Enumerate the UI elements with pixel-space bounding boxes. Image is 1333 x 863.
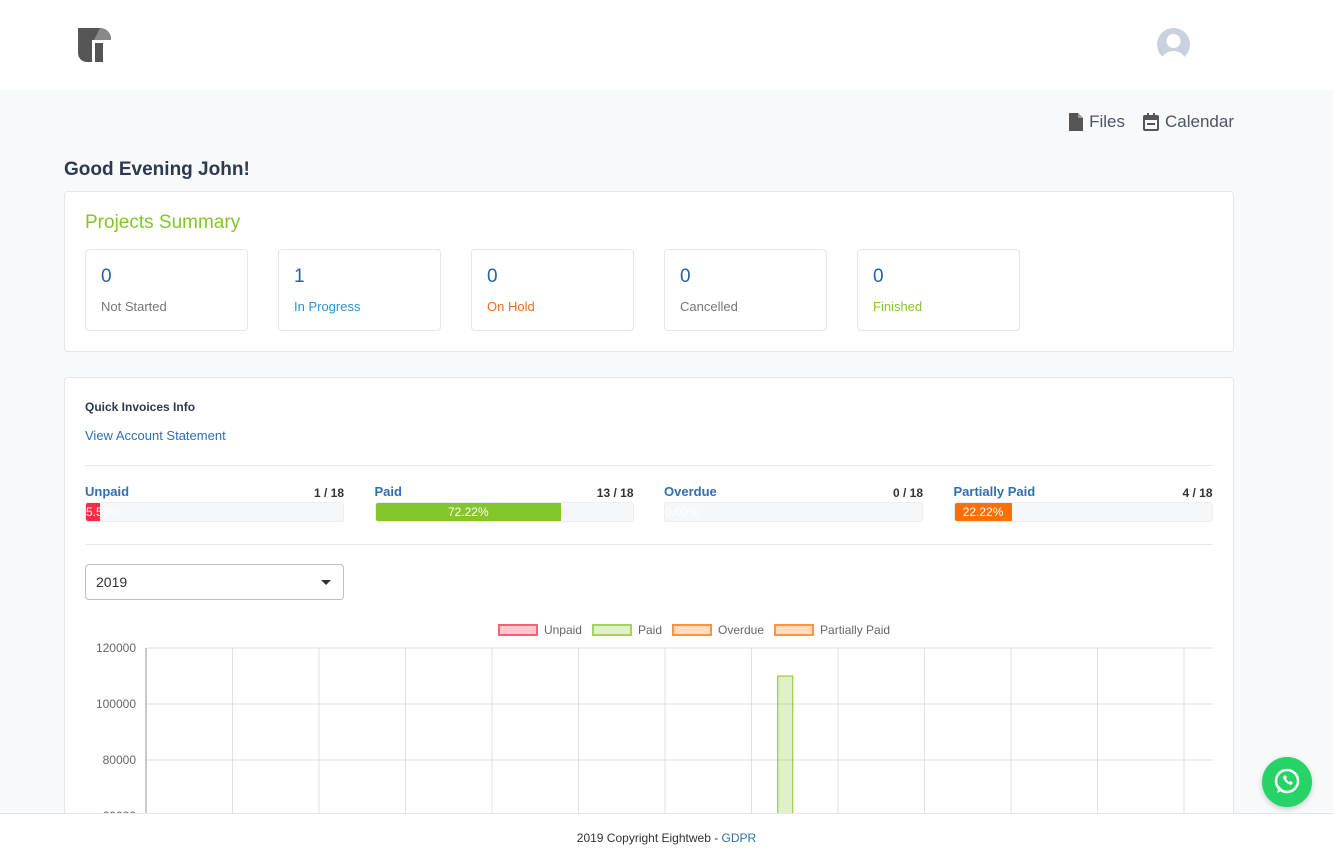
progress-count: 1 / 18 [313,486,344,500]
progress-track: 22.22% [953,502,1213,522]
progress-track: 0.00% [664,502,923,522]
legend-item[interactable]: Paid [591,623,662,637]
top-header [0,0,1333,90]
chart-legend: Unpaid Paid Overdue Partially Paid [65,623,1233,637]
progress-fill: 22.22% [954,503,1012,521]
projects-summary-title: Projects Summary [85,212,241,233]
invoice-progress-partially-paid: Partially Paid 4 / 18 22.22% [953,484,1213,522]
stat-label: In Progress [294,299,361,314]
legend-item[interactable]: Overdue [672,623,764,637]
quick-invoices-title: Quick Invoices Info [85,400,196,414]
stat-count: 0 [873,266,884,287]
progress-count: 0 / 18 [892,486,923,500]
bar-paid[interactable] [777,675,794,828]
progress-count: 13 / 18 [596,486,634,500]
year-select[interactable]: 2019 [85,564,344,600]
legend-item[interactable]: Partially Paid [774,623,890,637]
legend-label: Paid [637,623,662,637]
progress-label: Unpaid [85,484,130,499]
legend-swatch [774,624,815,636]
stat-count: 0 [487,266,498,287]
legend-swatch [672,624,712,636]
project-stat-cancelled[interactable]: 0 Cancelled [664,249,827,331]
calendar-label: Calendar [1165,112,1234,131]
progress-percent: 5.56% [86,505,121,519]
gdpr-link[interactable]: GDPR [721,831,757,845]
divider [85,544,1213,545]
copyright-text: 2019 Copyright Eightweb - [576,831,722,845]
calendar-link[interactable]: Calendar [1143,112,1234,132]
invoice-progress-unpaid: Unpaid 1 / 18 5.56% [85,484,344,522]
progress-track: 5.56% [85,502,344,522]
project-stat-not-started[interactable]: 0 Not Started [85,249,248,331]
stat-label: Finished [873,299,923,314]
progress-track: 72.22% [374,502,634,522]
greeting: Good Evening John! [64,159,250,180]
legend-item[interactable]: Unpaid [497,623,582,637]
progress-fill: 5.56% [86,503,120,521]
progress-percent: 72.22% [447,505,489,519]
legend-label: Overdue [718,623,765,637]
legend-swatch [591,624,632,636]
divider [85,465,1213,466]
year-value: 2019 [96,574,128,590]
legend-label: Unpaid [543,623,582,637]
progress-fill: 72.22% [375,503,562,521]
files-link[interactable]: Files [1069,112,1125,132]
progress-percent: 0.00% [665,505,700,519]
whatsapp-button[interactable] [1262,757,1312,807]
footer: 2019 Copyright Eightweb - GDPR [0,813,1333,863]
invoice-progress-paid: Paid 13 / 18 72.22% [374,484,634,522]
project-stat-in-progress[interactable]: 1 In Progress [278,249,441,331]
y-tick-label: 80000 [103,753,137,767]
progress-percent: 22.22% [962,505,1004,519]
invoice-chart: 1200001000008000060000 [96,641,1214,828]
user-avatar[interactable] [1157,28,1190,61]
invoice-progress-overdue: Overdue 0 / 18 0.00% [664,484,923,522]
projects-summary-card: Projects Summary 0 Not Started 1 In Progres… [64,191,1234,352]
stat-count: 1 [294,266,305,287]
y-tick-label: 120000 [96,641,136,655]
progress-label: Overdue [664,484,717,499]
files-label: Files [1089,112,1125,131]
stat-count: 0 [680,266,691,287]
stat-count: 0 [101,266,112,287]
project-stat-finished[interactable]: 0 Finished [857,249,1020,331]
calendar-icon [1143,113,1159,131]
y-tick-label: 100000 [96,697,136,711]
company-logo-icon[interactable] [78,28,111,62]
stat-label: Not Started [101,299,167,314]
whatsapp-icon [1274,768,1300,794]
legend-swatch [497,624,538,636]
stat-label: On Hold [487,299,535,314]
progress-label: Partially Paid [953,484,1036,499]
project-stat-on-hold[interactable]: 0 On Hold [471,249,634,331]
file-icon [1069,113,1084,131]
view-account-statement-link[interactable]: View Account Statement [85,428,226,443]
progress-label: Paid [374,484,402,499]
legend-label: Partially Paid [820,623,891,637]
progress-count: 4 / 18 [1182,486,1213,500]
chevron-down-icon [321,580,331,590]
quick-invoices-card: Quick Invoices Info View Account Stateme… [64,377,1234,828]
stat-label: Cancelled [680,299,738,314]
